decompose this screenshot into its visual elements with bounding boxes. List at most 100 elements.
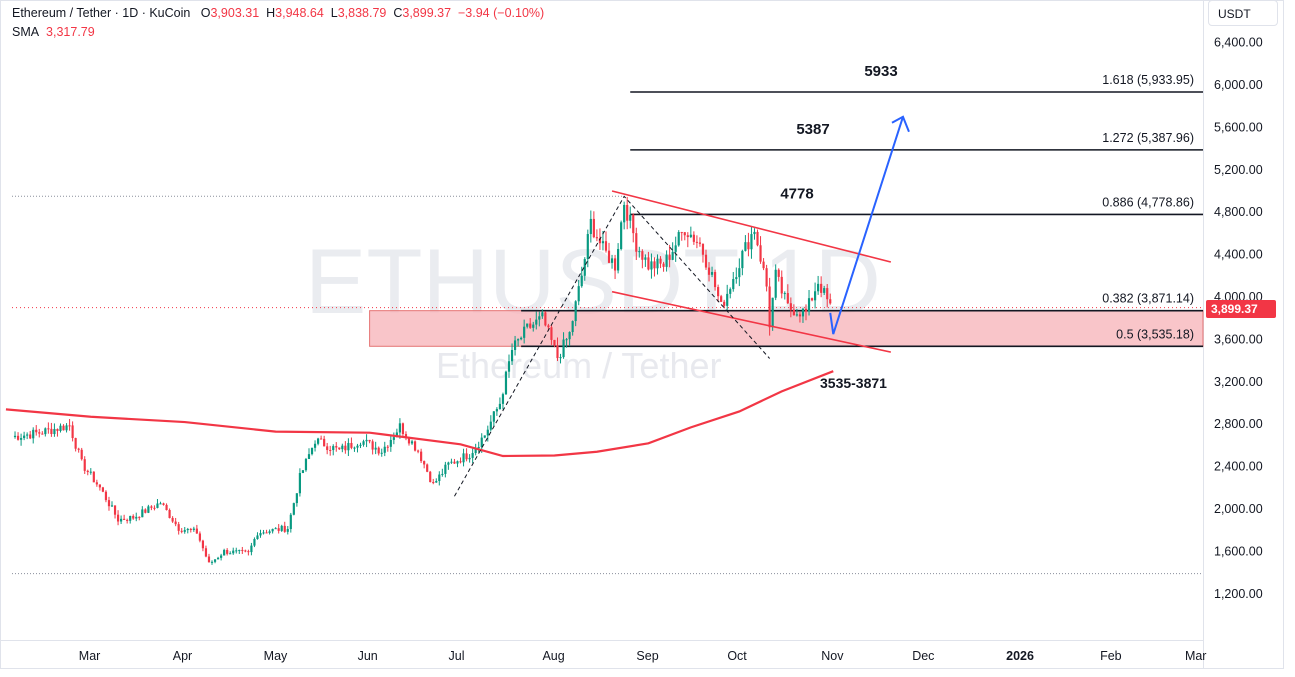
candle-body	[492, 411, 495, 422]
y-tick-label: 2,000.00	[1214, 502, 1263, 516]
candle-body	[486, 429, 489, 436]
candle-body	[632, 214, 635, 234]
candle-body	[129, 515, 132, 521]
candle-body	[474, 448, 477, 454]
candle-body	[420, 451, 423, 462]
candle-body	[444, 464, 447, 474]
candle-body	[65, 425, 68, 431]
candle-body	[568, 332, 571, 340]
candle-body	[23, 435, 26, 439]
candle-body	[701, 243, 705, 255]
candle-body	[613, 258, 617, 271]
candle-body	[695, 241, 698, 243]
candle-body	[292, 503, 295, 515]
candle-body	[617, 249, 620, 271]
candle-body	[559, 357, 562, 359]
candle-body	[135, 516, 138, 519]
candle-body	[771, 297, 774, 328]
candle-body	[765, 268, 768, 287]
candle-body	[329, 449, 332, 451]
candle-body	[26, 434, 29, 436]
candle-body	[644, 257, 647, 260]
candle-body	[504, 371, 508, 395]
candle-body	[453, 461, 456, 464]
candle-body	[753, 231, 756, 235]
channel-line-upper	[611, 190, 892, 263]
candle-body	[195, 528, 198, 534]
candle-body	[344, 445, 347, 451]
candle-body	[389, 439, 392, 447]
candle-body	[141, 509, 144, 518]
candle-body	[120, 518, 123, 522]
candle-body	[507, 361, 511, 372]
candle-body	[517, 339, 520, 341]
candle-body	[480, 437, 483, 448]
x-tick-label: 2026	[1006, 649, 1034, 663]
candle-body	[662, 263, 665, 267]
candle-body	[244, 550, 247, 552]
candle-body	[732, 279, 735, 290]
candle-body	[323, 438, 326, 447]
candle-body	[250, 545, 253, 553]
candle-body	[80, 449, 83, 460]
y-tick-label: 3,600.00	[1214, 332, 1263, 346]
candle-body	[301, 470, 305, 474]
candle-body	[623, 204, 626, 223]
sma-row: SMA 3,317.79	[12, 23, 544, 42]
candle-body	[626, 204, 629, 221]
candle-body	[262, 532, 265, 534]
candle-body	[777, 269, 780, 277]
candle-body	[435, 481, 438, 483]
candle-body	[432, 482, 435, 484]
candle-body	[692, 234, 695, 242]
candle-body	[335, 446, 338, 448]
candle-body	[156, 503, 159, 508]
candle-body	[729, 289, 732, 294]
candle-body	[407, 437, 411, 444]
candle-body	[538, 316, 541, 320]
candle-body	[374, 447, 377, 450]
candle-body	[774, 269, 777, 298]
close-label: C	[393, 6, 403, 20]
candle-body	[577, 286, 580, 302]
candle-body	[13, 435, 17, 438]
pair-title: Ethereum / Tether · 1D · KuCoin	[12, 6, 191, 20]
candle-body	[550, 327, 553, 340]
candle-body	[56, 428, 59, 431]
candle-body	[465, 453, 468, 460]
candle-body	[126, 519, 129, 521]
candle-body	[704, 254, 708, 268]
candle-body	[232, 550, 235, 554]
candle-body	[404, 434, 408, 438]
candle-body	[165, 504, 168, 510]
candle-body	[607, 250, 611, 263]
candle-body	[423, 461, 426, 465]
candle-body	[83, 459, 86, 471]
ohlc-row: Ethereum / Tether · 1D · KuCoin O3,903.3…	[12, 4, 544, 23]
candle-body	[289, 514, 292, 530]
candle-body	[47, 428, 50, 430]
candle-body	[495, 409, 498, 412]
candle-body	[744, 242, 747, 251]
candle-body	[783, 293, 786, 295]
candle-body	[477, 447, 480, 449]
candle-body	[320, 438, 323, 440]
candle-body	[207, 556, 211, 563]
candle-body	[532, 324, 535, 328]
target-label: 5933	[864, 63, 897, 80]
candle-body	[671, 251, 674, 260]
high-label: H	[266, 6, 276, 20]
candle-body	[271, 528, 274, 532]
candle-body	[380, 452, 383, 454]
candle-body	[413, 441, 417, 451]
candle-body	[571, 321, 574, 333]
target-label: 4778	[780, 185, 813, 202]
projection-arrowhead	[891, 115, 910, 133]
candle-body	[547, 325, 550, 328]
currency-button[interactable]: USDT	[1208, 0, 1278, 26]
change-value: −3.94 (−0.10%)	[458, 6, 545, 20]
y-tick-label: 5,600.00	[1214, 120, 1263, 134]
candle-body	[562, 339, 565, 358]
candle-body	[583, 259, 586, 276]
